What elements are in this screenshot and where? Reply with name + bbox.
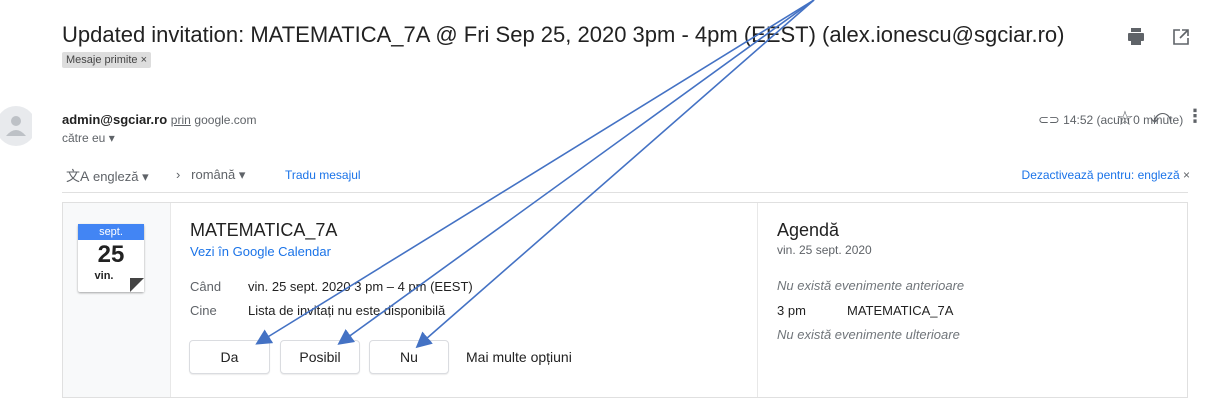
rsvp-button[interactable]: Posibil xyxy=(280,340,360,374)
disable-text: Dezactivează pentru: engleză xyxy=(1021,168,1180,182)
calendar-icon: sept. 25 vin. xyxy=(78,224,144,292)
recipient[interactable]: către eu ▾ xyxy=(62,131,115,145)
agenda-time: 3 pm xyxy=(777,303,806,318)
from-lang: engleză xyxy=(92,169,139,184)
when-label: Când xyxy=(190,279,222,294)
cal-month: sept. xyxy=(78,224,144,240)
agenda-title: Agendă xyxy=(777,220,840,240)
when: vin. 25 sept. 2020 3 pm – 4 pm (EEST) xyxy=(248,279,473,294)
who: Lista de invitați nu este disponibilă xyxy=(248,303,446,318)
agenda-event: MATEMATICA_7A xyxy=(847,303,954,318)
label-chip[interactable]: Mesaje primite × xyxy=(62,52,152,68)
cal-day: 25 xyxy=(97,241,125,268)
rsvp-button[interactable]: Nu xyxy=(369,340,449,374)
via[interactable]: prin xyxy=(170,113,191,127)
agenda-before: Nu există evenimente anterioare xyxy=(777,278,965,293)
event-title: MATEMATICA_7A xyxy=(190,220,338,240)
reply[interactable]: ⤺ xyxy=(1150,106,1172,128)
divider xyxy=(62,192,1188,193)
star[interactable]: ☆ xyxy=(1116,108,1134,130)
subject: Updated invitation: MATEMATICA_7A @ Fri … xyxy=(62,22,1065,47)
print-icon[interactable] xyxy=(1128,28,1144,45)
more-options[interactable]: Mai multe opțiuni xyxy=(466,349,572,365)
avatar xyxy=(0,106,32,146)
via-domain: google.com xyxy=(194,113,257,127)
agenda-date: vin. 25 sept. 2020 xyxy=(777,243,872,257)
agenda-divider xyxy=(757,203,758,397)
to-lang: română xyxy=(191,167,236,182)
translate-action[interactable]: Tradu mesajul xyxy=(285,168,361,182)
recipient-text: către eu xyxy=(62,131,106,145)
time: ⊂⊃ 14:52 (acum 0 minute) xyxy=(1038,112,1184,127)
open-icon[interactable] xyxy=(1173,29,1189,45)
who-label: Cine xyxy=(190,303,217,318)
header-icons xyxy=(1128,28,1189,45)
more-menu[interactable]: ⋮ xyxy=(1186,106,1204,126)
calendar-link[interactable]: Vezi în Google Calendar xyxy=(190,244,331,259)
sender-email: admin@sgciar.ro xyxy=(62,112,168,127)
label-text: Mesaje primite xyxy=(66,54,138,66)
translate-disable[interactable]: Dezactivează pentru: engleză × xyxy=(1021,168,1190,182)
rsvp-button[interactable]: Da xyxy=(189,340,270,374)
agenda-after: Nu există evenimente ulterioare xyxy=(777,327,960,342)
cal-fold xyxy=(128,278,144,292)
translate-from[interactable]: 文A engleză ▾ xyxy=(66,168,149,184)
time-text: 14:52 (acum 0 minute) xyxy=(1063,113,1184,127)
cal-weekday: vin. xyxy=(94,270,114,282)
translate-to[interactable]: › română ▾ xyxy=(176,167,246,182)
